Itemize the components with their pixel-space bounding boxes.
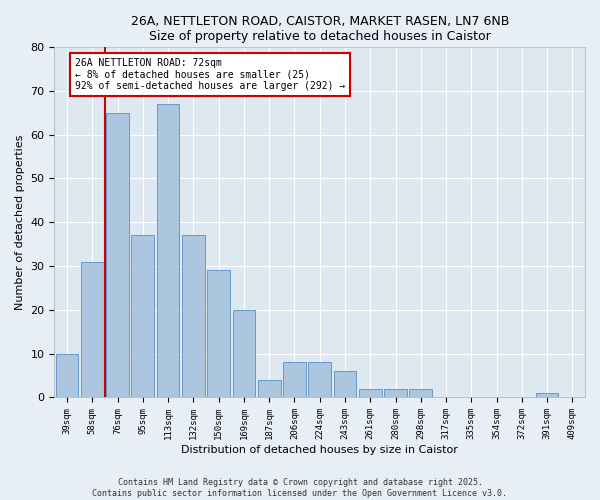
- Bar: [334, 371, 356, 398]
- Bar: [536, 393, 559, 398]
- Bar: [81, 262, 104, 398]
- Bar: [409, 388, 432, 398]
- Bar: [131, 236, 154, 398]
- Bar: [207, 270, 230, 398]
- Y-axis label: Number of detached properties: Number of detached properties: [15, 134, 25, 310]
- Bar: [283, 362, 306, 398]
- Bar: [258, 380, 281, 398]
- Bar: [182, 236, 205, 398]
- Bar: [308, 362, 331, 398]
- Bar: [359, 388, 382, 398]
- Text: 26A NETTLETON ROAD: 72sqm
← 8% of detached houses are smaller (25)
92% of semi-d: 26A NETTLETON ROAD: 72sqm ← 8% of detach…: [74, 58, 345, 91]
- Bar: [157, 104, 179, 398]
- Bar: [56, 354, 79, 398]
- Bar: [233, 310, 255, 398]
- Text: Contains HM Land Registry data © Crown copyright and database right 2025.
Contai: Contains HM Land Registry data © Crown c…: [92, 478, 508, 498]
- Bar: [384, 388, 407, 398]
- Title: 26A, NETTLETON ROAD, CAISTOR, MARKET RASEN, LN7 6NB
Size of property relative to: 26A, NETTLETON ROAD, CAISTOR, MARKET RAS…: [131, 15, 509, 43]
- X-axis label: Distribution of detached houses by size in Caistor: Distribution of detached houses by size …: [181, 445, 458, 455]
- Bar: [106, 112, 129, 398]
